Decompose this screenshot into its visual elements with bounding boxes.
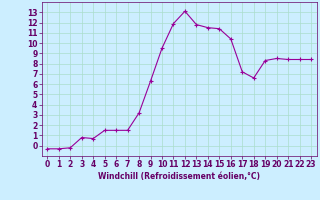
X-axis label: Windchill (Refroidissement éolien,°C): Windchill (Refroidissement éolien,°C) [98,172,260,181]
